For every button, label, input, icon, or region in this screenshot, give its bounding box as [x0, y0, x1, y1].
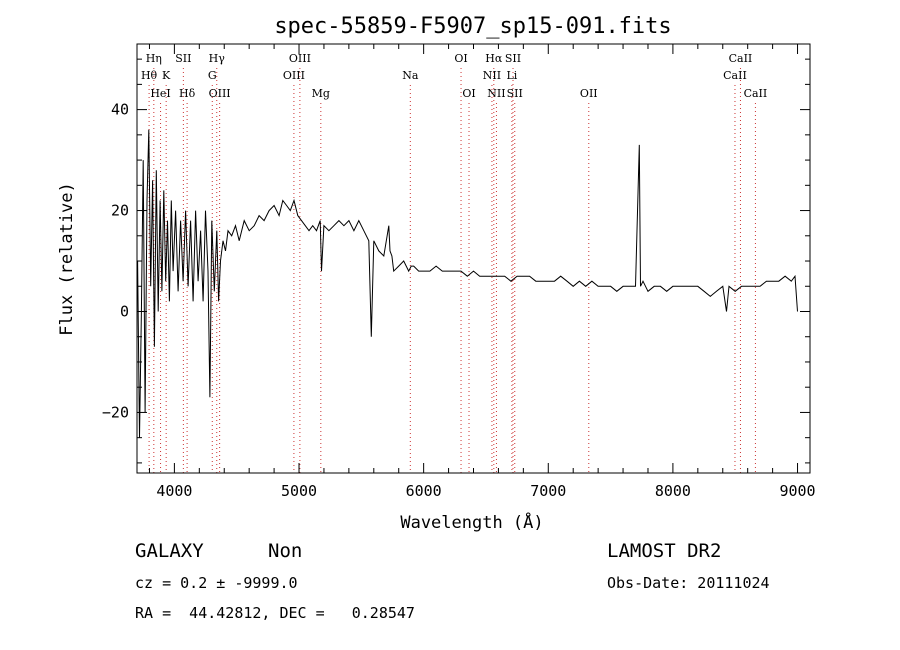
object-class: GALAXY [135, 540, 204, 562]
x-tick-label: 7000 [530, 482, 566, 500]
chart-title: spec-55859-F5907_sp15-091.fits [274, 14, 671, 39]
x-tick-label: 5000 [281, 482, 317, 500]
y-tick-label: 20 [111, 202, 129, 220]
y-tick-label: 40 [111, 101, 129, 119]
line-marker-label: NII [483, 69, 501, 82]
ra-dec-coordinates: RA = 44.42812, DEC = 0.28547 [135, 604, 415, 622]
line-marker-label: Hθ [141, 69, 158, 82]
line-marker-label: OIII [209, 87, 231, 100]
x-tick-label: 8000 [655, 482, 691, 500]
line-marker-label: Na [402, 69, 419, 82]
y-tick-label: −20 [102, 403, 129, 421]
line-marker-label: Li [506, 69, 517, 82]
line-marker-label: K [162, 69, 171, 82]
line-marker-label: Hη [146, 52, 162, 65]
spectrum-series [137, 129, 798, 438]
y-tick-label: 0 [120, 302, 129, 320]
line-marker-label: Mg [312, 87, 330, 100]
line-marker-label: SII [175, 52, 191, 65]
line-marker-label: OII [580, 87, 598, 100]
line-marker-label: SII [507, 87, 523, 100]
line-marker-label: SII [505, 52, 521, 65]
x-axis-label: Wavelength (Å) [400, 511, 543, 533]
x-tick-label: 9000 [779, 482, 815, 500]
line-marker-label: CaII [729, 52, 753, 65]
line-marker-label: CaII [744, 87, 768, 100]
line-marker-label: OI [454, 52, 467, 65]
survey-name: LAMOST DR2 [607, 540, 722, 562]
line-marker-label: Hδ [179, 87, 196, 100]
line-marker-label: OIII [283, 69, 305, 82]
x-tick-label: 4000 [156, 482, 192, 500]
line-marker-label: CaII [723, 69, 747, 82]
plot-axes: 4000 5000 6000 7000 8000 9000 −20 0 20 40 [102, 43, 816, 500]
object-subclass: Non [268, 540, 303, 562]
redshift-cz: cz = 0.2 ± -9999.0 [135, 574, 298, 592]
line-marker-label: Hγ [209, 52, 226, 65]
line-marker-label: NII [487, 87, 505, 100]
y-axis-label: Flux (relative) [57, 182, 77, 336]
plot-frame [136, 43, 811, 474]
line-marker-label: Hα [485, 52, 503, 65]
x-tick-label: 6000 [406, 482, 442, 500]
line-marker-label: HeI [150, 87, 170, 100]
spectrum-line [137, 129, 798, 438]
line-marker-label: OIII [289, 52, 311, 65]
line-marker-label: OI [462, 87, 475, 100]
observation-date: Obs-Date: 20111024 [607, 574, 770, 592]
line-marker-label: G [208, 69, 217, 82]
